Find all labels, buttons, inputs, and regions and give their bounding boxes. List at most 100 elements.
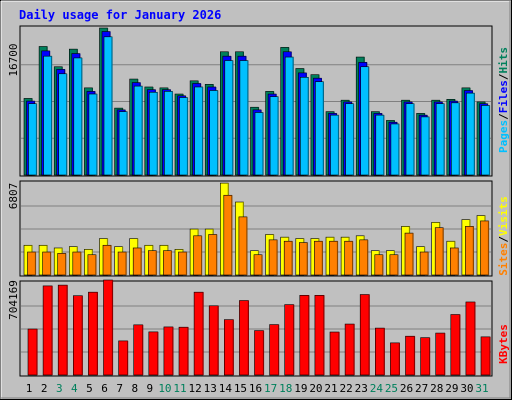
bar-sites-day-17 bbox=[268, 239, 278, 276]
bar-kbytes-day-12 bbox=[193, 291, 204, 376]
bar-pages-day-19 bbox=[299, 76, 309, 176]
bar-pages-day-25 bbox=[390, 123, 400, 176]
bar-kbytes-day-7 bbox=[118, 340, 128, 376]
bar-sites-day-1 bbox=[27, 251, 36, 276]
bar-kbytes-day-26 bbox=[405, 335, 415, 376]
x-tick-label: 31 bbox=[475, 382, 488, 395]
legend-entry: Visits bbox=[497, 196, 510, 236]
bar-sites-day-15 bbox=[238, 216, 248, 276]
legend-entry: KBytes bbox=[497, 324, 510, 364]
bar-sites-day-3 bbox=[57, 253, 67, 276]
bar-kbytes-day-5 bbox=[88, 291, 98, 376]
bar-sites-day-9 bbox=[148, 250, 157, 276]
legend-entry: Files bbox=[497, 80, 510, 113]
legend-entry: Pages bbox=[497, 120, 510, 153]
x-tick-label: 4 bbox=[71, 382, 78, 395]
bar-marks bbox=[23, 27, 491, 376]
bar-pages-day-27 bbox=[420, 116, 430, 176]
bar-pages-day-5 bbox=[88, 93, 98, 176]
bar-pages-day-6 bbox=[103, 36, 113, 176]
x-tick-label: 8 bbox=[131, 382, 138, 395]
bar-kbytes-day-17 bbox=[269, 324, 279, 376]
bar-sites-day-19 bbox=[298, 242, 308, 276]
bar-pages-day-11 bbox=[179, 97, 188, 176]
legend-entry: / bbox=[497, 236, 510, 243]
bar-kbytes-day-28 bbox=[435, 332, 446, 376]
bar-sites-day-10 bbox=[163, 250, 172, 276]
legend-hits-files-pages: Pages/Files/Hits bbox=[497, 47, 510, 153]
bar-kbytes-day-3 bbox=[57, 284, 68, 376]
bar-sites-day-23 bbox=[359, 239, 369, 276]
bar-pages-day-31 bbox=[481, 105, 490, 176]
x-tick-label: 24 bbox=[370, 382, 384, 395]
kbytes-ymax-label: 704169 bbox=[7, 280, 20, 320]
x-tick-label: 7 bbox=[116, 382, 123, 395]
legend-visits-sites: Sites/Visits bbox=[497, 196, 510, 276]
bar-pages-day-1 bbox=[28, 103, 37, 176]
x-tick-label: 5 bbox=[86, 382, 93, 395]
bar-sites-day-18 bbox=[283, 240, 293, 276]
bar-kbytes-day-16 bbox=[254, 330, 264, 376]
bar-kbytes-day-18 bbox=[284, 304, 295, 376]
x-tick-label: 11 bbox=[173, 382, 186, 395]
hits-ymax-label: 16700 bbox=[7, 43, 20, 76]
x-tick-label: 21 bbox=[324, 382, 337, 395]
bar-kbytes-day-29 bbox=[450, 314, 461, 376]
bar-pages-day-10 bbox=[164, 91, 173, 176]
bar-pages-day-8 bbox=[133, 85, 143, 176]
bar-sites-day-22 bbox=[344, 240, 353, 276]
bar-pages-day-26 bbox=[405, 103, 415, 176]
bar-kbytes-day-23 bbox=[359, 294, 370, 376]
bar-sites-day-2 bbox=[42, 251, 51, 276]
bar-kbytes-day-8 bbox=[133, 324, 143, 376]
bar-sites-day-26 bbox=[404, 232, 414, 276]
bar-sites-day-12 bbox=[193, 235, 202, 276]
legend-entry: / bbox=[497, 113, 510, 120]
bar-kbytes-day-10 bbox=[163, 326, 174, 376]
x-tick-label: 30 bbox=[460, 382, 473, 395]
x-tick-label: 20 bbox=[309, 382, 322, 395]
x-tick-label: 1 bbox=[26, 382, 33, 395]
x-tick-label: 9 bbox=[147, 382, 154, 395]
bar-pages-day-3 bbox=[58, 73, 68, 176]
x-tick-label: 27 bbox=[415, 382, 428, 395]
bar-kbytes-day-14 bbox=[224, 319, 234, 376]
bar-pages-day-23 bbox=[360, 66, 370, 176]
bar-sites-day-4 bbox=[72, 251, 82, 276]
bar-pages-day-17 bbox=[269, 96, 279, 176]
x-tick-label: 14 bbox=[219, 382, 233, 395]
bar-pages-day-7 bbox=[118, 111, 128, 176]
bar-pages-day-15 bbox=[239, 60, 249, 176]
bar-kbytes-day-24 bbox=[374, 327, 385, 376]
bar-sites-day-8 bbox=[132, 247, 142, 276]
x-tick-label: 15 bbox=[234, 382, 247, 395]
x-tick-label: 6 bbox=[101, 382, 108, 395]
bar-sites-day-31 bbox=[480, 220, 489, 276]
bar-kbytes-day-19 bbox=[299, 295, 310, 376]
bar-kbytes-day-2 bbox=[42, 285, 53, 376]
x-tick-label: 17 bbox=[264, 382, 277, 395]
bar-pages-day-21 bbox=[330, 114, 339, 176]
bar-pages-day-4 bbox=[73, 57, 83, 176]
x-tick-label: 28 bbox=[430, 382, 443, 395]
x-tick-label: 29 bbox=[445, 382, 458, 395]
bar-sites-day-5 bbox=[87, 254, 97, 276]
bar-kbytes-day-21 bbox=[329, 331, 340, 376]
bar-sites-day-16 bbox=[253, 254, 263, 276]
bar-pages-day-22 bbox=[345, 103, 354, 176]
x-tick-label: 2 bbox=[41, 382, 48, 395]
x-tick-label: 13 bbox=[204, 382, 217, 395]
x-tick-label: 12 bbox=[189, 382, 202, 395]
bar-sites-day-7 bbox=[117, 251, 127, 276]
bar-pages-day-18 bbox=[284, 56, 294, 176]
x-tick-label: 10 bbox=[158, 382, 171, 395]
x-tick-label: 18 bbox=[279, 382, 292, 395]
bar-sites-day-6 bbox=[102, 244, 112, 276]
bar-kbytes-day-20 bbox=[314, 295, 325, 376]
bar-pages-day-29 bbox=[450, 102, 460, 176]
bar-kbytes-day-13 bbox=[208, 305, 219, 376]
bar-kbytes-day-31 bbox=[480, 336, 491, 376]
bar-kbytes-day-25 bbox=[390, 342, 400, 376]
bar-pages-day-24 bbox=[375, 114, 385, 176]
